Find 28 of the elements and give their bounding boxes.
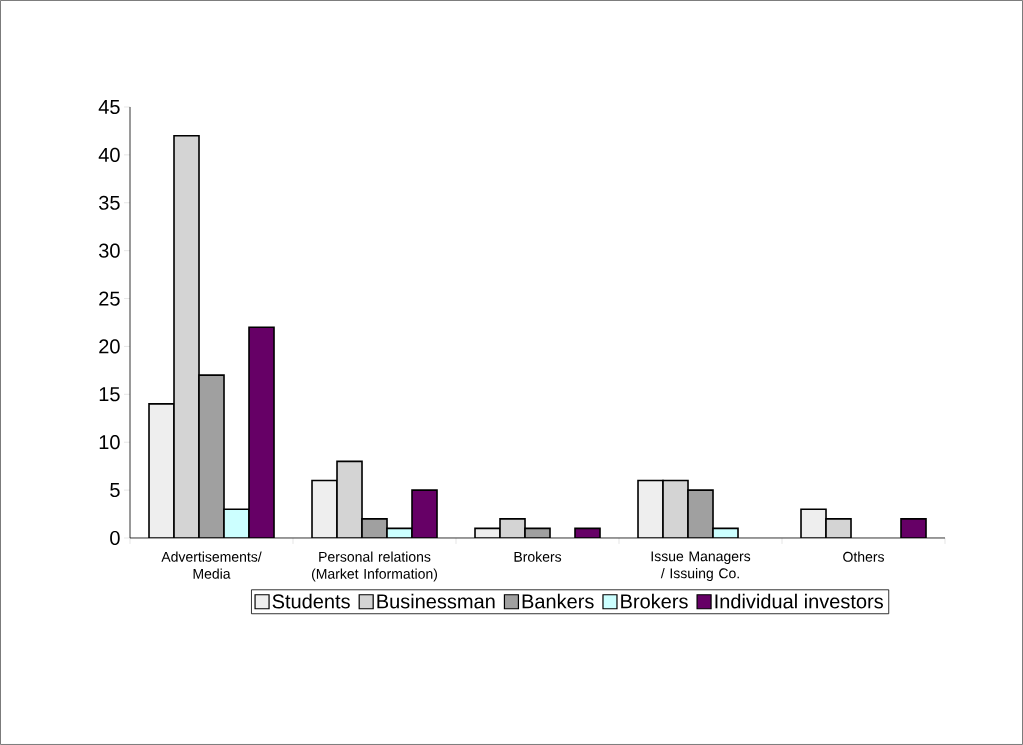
y-tick-label: 25 [99,291,120,306]
bar [311,479,338,538]
bar [173,134,200,538]
y-tick-label: 10 [99,435,120,450]
y-tick-label: 45 [98,100,120,114]
bar [637,479,664,538]
bar [148,403,175,538]
bar [198,374,225,538]
legend-label: Businessman [377,593,495,609]
legend-label: Brokers [621,593,688,609]
y-tick-label: 40 [98,147,120,162]
y-tick-label: 0 [110,530,120,546]
y-tick-label: 15 [99,387,120,402]
y-tick-label: 5 [110,483,120,498]
x-tick-label: Personal relations (Market Information) [311,551,438,582]
y-tick-label: 30 [99,243,120,258]
bar [336,460,363,538]
y-tick-label: 35 [99,195,120,210]
legend-label: Students [272,593,350,609]
y-tick-label: 20 [99,339,120,354]
x-tick-label: Others [843,551,885,562]
bar [248,326,275,538]
bar [662,479,689,538]
legend-label: Bankers [522,593,594,609]
x-tick-label: Advertisements/ Media [161,551,262,579]
x-tick-label: Brokers [514,551,562,562]
legend-label: Individual investors [715,593,883,609]
x-tick-label: Issue Managers / Issuing Co. [651,551,751,582]
